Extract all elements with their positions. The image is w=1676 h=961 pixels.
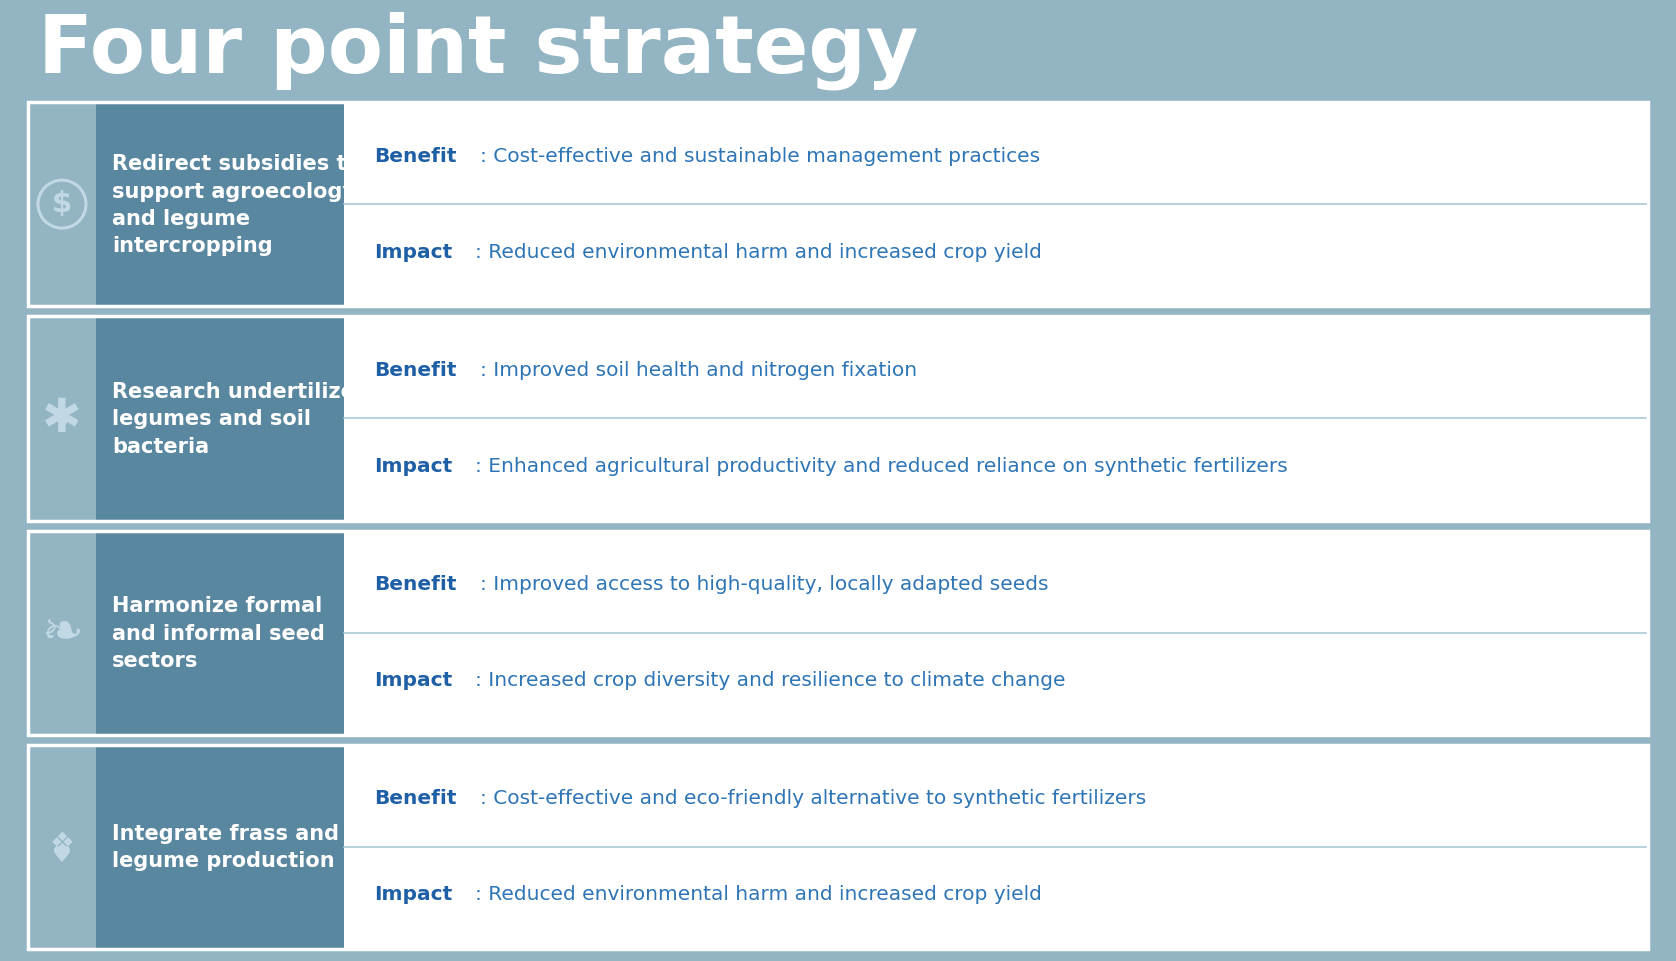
- Text: Redirect subsidies to
support agroecology
and legume
intercropping: Redirect subsidies to support agroecolog…: [112, 154, 360, 256]
- Bar: [28, 745, 1648, 949]
- Text: Impact: Impact: [374, 456, 453, 476]
- Text: Impact: Impact: [374, 884, 453, 903]
- Bar: [28, 530, 96, 735]
- Bar: [96, 530, 344, 735]
- Text: : Reduced environmental harm and increased crop yield: : Reduced environmental harm and increas…: [474, 884, 1042, 903]
- Text: : Increased crop diversity and resilience to climate change: : Increased crop diversity and resilienc…: [474, 671, 1066, 689]
- Bar: [28, 530, 1648, 735]
- Text: Integrate frass and
legume production: Integrate frass and legume production: [112, 824, 339, 871]
- Text: Benefit: Benefit: [374, 789, 456, 807]
- Bar: [344, 530, 1648, 735]
- Bar: [28, 317, 96, 521]
- Text: Impact: Impact: [374, 671, 453, 689]
- Bar: [344, 745, 1648, 949]
- Bar: [28, 317, 1648, 521]
- Text: : Improved access to high-quality, locally adapted seeds: : Improved access to high-quality, local…: [481, 575, 1049, 594]
- Bar: [344, 317, 1648, 521]
- Bar: [28, 103, 1648, 307]
- Text: Benefit: Benefit: [374, 360, 456, 380]
- Text: Harmonize formal
and informal seed
sectors: Harmonize formal and informal seed secto…: [112, 596, 325, 670]
- Text: : Cost-effective and sustainable management practices: : Cost-effective and sustainable managem…: [481, 146, 1041, 165]
- Text: : Reduced environmental harm and increased crop yield: : Reduced environmental harm and increas…: [474, 242, 1042, 261]
- Text: Four point strategy: Four point strategy: [39, 12, 918, 90]
- Bar: [96, 103, 344, 307]
- Bar: [96, 745, 344, 949]
- Text: ❧: ❧: [42, 609, 82, 657]
- Bar: [96, 317, 344, 521]
- Text: Benefit: Benefit: [374, 575, 456, 594]
- Text: : Enhanced agricultural productivity and reduced reliance on synthetic fertilize: : Enhanced agricultural productivity and…: [474, 456, 1287, 476]
- Text: Benefit: Benefit: [374, 146, 456, 165]
- Bar: [28, 103, 96, 307]
- Text: : Improved soil health and nitrogen fixation: : Improved soil health and nitrogen fixa…: [481, 360, 917, 380]
- Bar: [344, 103, 1648, 307]
- Text: ♥: ♥: [52, 845, 72, 865]
- Text: Impact: Impact: [374, 242, 453, 261]
- Text: ✱: ✱: [42, 397, 82, 441]
- Text: : Cost-effective and eco-friendly alternative to synthetic fertilizers: : Cost-effective and eco-friendly altern…: [481, 789, 1146, 807]
- Text: ❖: ❖: [50, 829, 74, 857]
- Text: Research undertilized
legumes and soil
bacteria: Research undertilized legumes and soil b…: [112, 382, 370, 456]
- Bar: [28, 745, 96, 949]
- Text: ●: ●: [57, 412, 67, 426]
- Text: $: $: [52, 190, 72, 218]
